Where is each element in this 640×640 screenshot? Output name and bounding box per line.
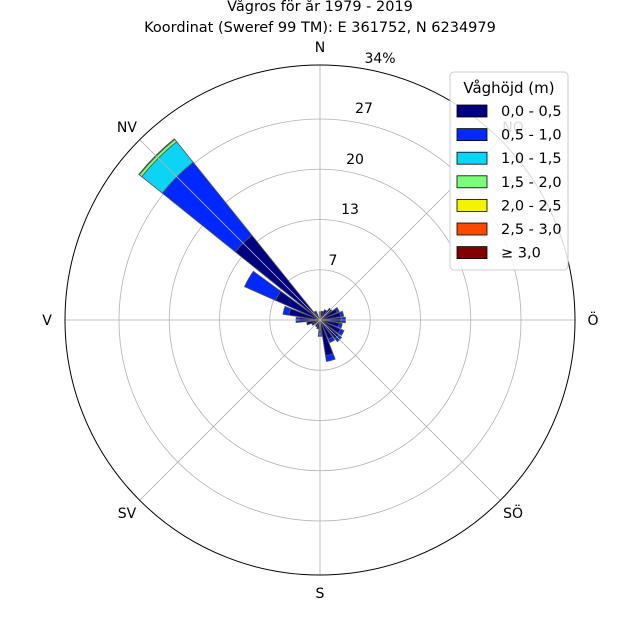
bar-segment xyxy=(327,336,336,344)
legend-title: Våghöjd (m) xyxy=(463,79,554,97)
legend-label: 0,0 - 0,5 xyxy=(501,104,562,120)
bar-segment xyxy=(306,319,321,326)
legend-swatch xyxy=(456,198,488,212)
spoke-line xyxy=(139,319,321,501)
spoke-line xyxy=(139,139,321,321)
direction-spokes xyxy=(65,65,575,575)
direction-label-sö: SÖ xyxy=(503,504,523,522)
bar-segment xyxy=(337,328,345,337)
radial-tick-labels: 7 13 20 27 34% xyxy=(329,51,396,269)
bar-segment xyxy=(337,322,343,329)
legend-swatch xyxy=(456,222,488,236)
legend-label: 2,0 - 2,5 xyxy=(501,198,562,214)
radial-tick-label: 13 xyxy=(341,202,359,218)
bar-segment xyxy=(138,138,176,176)
bar-segment xyxy=(334,307,340,313)
radial-tick-label: 27 xyxy=(355,101,373,117)
direction-label-n: N xyxy=(315,40,325,56)
legend-label: 2,5 - 3,0 xyxy=(501,222,562,238)
direction-labels: NNOÖSÖSSVVNV xyxy=(42,40,598,602)
direction-label-s: S xyxy=(316,586,325,602)
legend-label: 1,0 - 1,5 xyxy=(501,151,562,167)
legend-label: ≥ 3,0 xyxy=(501,246,541,262)
direction-label-v: V xyxy=(42,313,52,329)
chart-subtitle: Koordinat (Sweref 99 TM): E 361752, N 62… xyxy=(144,20,496,36)
bar-segment xyxy=(282,305,292,316)
legend-swatch xyxy=(456,151,488,165)
spoke-line xyxy=(319,319,501,501)
direction-label-nv: NV xyxy=(117,120,137,136)
bar-segment xyxy=(243,270,282,301)
chart-title: Vågros för år 1979 - 2019 xyxy=(227,0,413,15)
legend-box xyxy=(449,71,569,271)
bar-segment xyxy=(311,319,321,326)
bar-segment xyxy=(313,310,318,316)
legend: Våghöjd (m) 0,0 - 0,5 0,5 - 1,0 1,0 - 1,5 1,… xyxy=(449,71,569,271)
legend-swatch xyxy=(456,128,488,142)
outer-boundary xyxy=(64,64,576,576)
legend-swatch xyxy=(456,175,488,189)
direction-label-ö: Ö xyxy=(587,311,598,329)
legend-label: 1,5 - 2,0 xyxy=(501,175,562,191)
radial-tick-label: 34% xyxy=(364,51,395,67)
legend-swatch xyxy=(456,246,488,260)
direction-label-sv: SV xyxy=(118,506,137,522)
bar-segment xyxy=(339,310,345,318)
bar-segment xyxy=(325,353,336,362)
legend-swatch xyxy=(456,104,488,118)
radial-tick-label: 7 xyxy=(329,253,338,269)
radial-tick-label: 20 xyxy=(346,152,364,168)
legend-label: 0,5 - 1,0 xyxy=(501,128,562,144)
